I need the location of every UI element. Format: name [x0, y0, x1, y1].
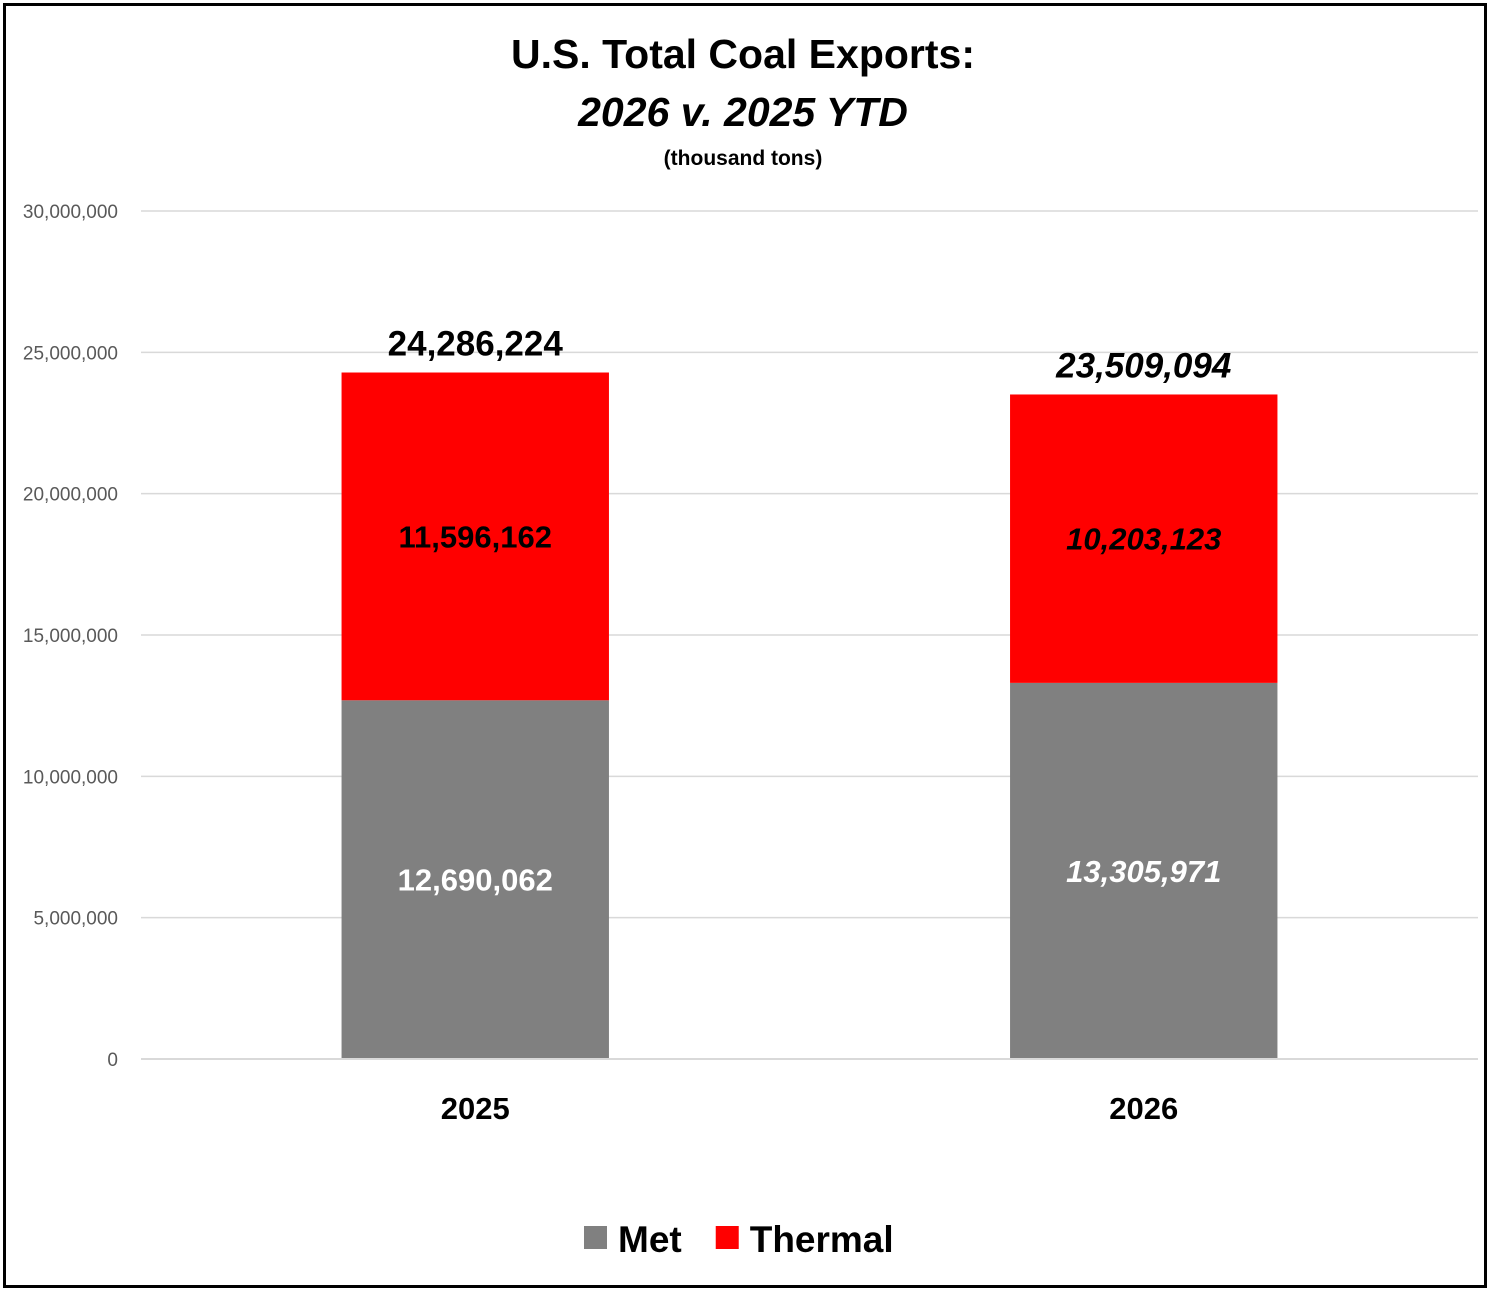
bar-met-2025 — [341, 700, 609, 1059]
bars: 12,690,062 11,596,162 24,286,224 13,305,971… — [341, 325, 1278, 1059]
chart-title: U.S. Total Coal Exports: — [511, 31, 975, 77]
y-tick-label: 25,000,000 — [23, 343, 118, 364]
data-label-met-2025: 12,690,062 — [398, 863, 553, 898]
y-tick-label: 10,000,000 — [23, 767, 118, 788]
y-tick-label: 20,000,000 — [23, 485, 118, 506]
x-tick-label: 2026 — [1109, 1091, 1178, 1126]
bar-thermal-2025 — [341, 372, 609, 701]
x-axis: 2025 2026 — [141, 1058, 1478, 1126]
y-tick-label: 0 — [107, 1050, 118, 1071]
data-label-thermal-2025: 11,596,162 — [399, 519, 552, 554]
x-tick-label: 2025 — [441, 1091, 510, 1126]
legend-swatch-thermal — [715, 1226, 739, 1249]
y-tick-label: 30,000,000 — [23, 202, 118, 223]
y-tick-label: 5,000,000 — [33, 909, 118, 930]
data-label-met-2026: 13,305,971 — [1066, 854, 1221, 889]
chart-subtitle: 2026 v. 2025 YTD — [577, 89, 908, 135]
unit-note: (thousand tons) — [664, 147, 823, 170]
legend-label-met: Met — [618, 1219, 682, 1260]
legend-swatch-met — [584, 1226, 607, 1249]
data-label-thermal-2026: 10,203,123 — [1066, 522, 1221, 557]
legend: Met Thermal — [584, 1219, 894, 1260]
y-tick-label: 15,000,000 — [23, 626, 118, 647]
bar-thermal-2026 — [1010, 394, 1278, 683]
total-label-2025: 24,286,224 — [388, 325, 564, 364]
total-label-2026: 23,509,094 — [1055, 346, 1231, 385]
bar-met-2026 — [1010, 682, 1278, 1059]
legend-label-thermal: Thermal — [750, 1219, 894, 1260]
y-axis: 0 5,000,000 10,000,000 15,000,000 20,000,000… — [23, 202, 118, 1071]
